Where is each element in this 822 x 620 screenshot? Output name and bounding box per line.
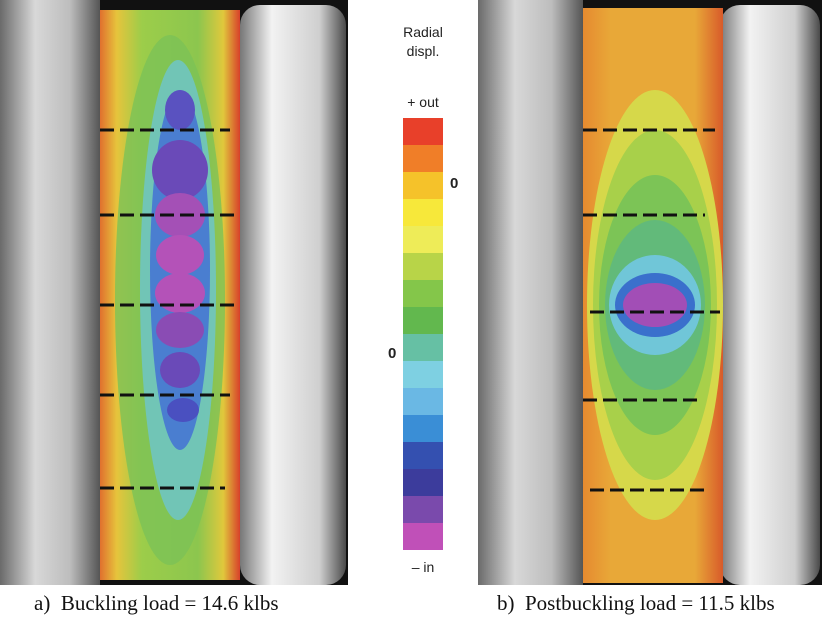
colorbar-shape [403, 388, 443, 415]
colorbar-shape [403, 118, 443, 145]
bottom-label: – in [412, 559, 435, 575]
photo-a-shape [165, 90, 195, 130]
colorbar-shape [403, 523, 443, 550]
photo-a-shape [167, 398, 199, 422]
photo-b-shape [478, 0, 583, 585]
photo-a-shape [156, 312, 204, 348]
colorbar-shape [403, 145, 443, 172]
colorbar-shape [403, 361, 443, 388]
photo-a-shape [155, 273, 205, 313]
photo-b-shape [623, 283, 687, 327]
photo-b [478, 0, 822, 585]
photo-a-shape [0, 0, 100, 585]
colorbar-shape [403, 442, 443, 469]
photo-a-shape [160, 352, 200, 388]
top-label: + out [407, 94, 439, 110]
colorbar-title: displ. [407, 43, 440, 59]
colorbar-shape [403, 415, 443, 442]
zero-label: 0 [388, 345, 396, 362]
colorbar-shape [403, 496, 443, 523]
colorbar-shape [403, 280, 443, 307]
photo-a-shape [152, 140, 208, 200]
colorbar-title: Radial [403, 24, 443, 40]
colorbar-shape [403, 226, 443, 253]
page: Radial displ. + out 0 0 – in a) Buckling… [0, 0, 822, 620]
figure: Radial displ. + out 0 0 – in a) Buckling… [0, 0, 822, 620]
colorbar-shape [403, 253, 443, 280]
zero-label: 0 [450, 175, 458, 192]
colorbar-shape [403, 307, 443, 334]
colorbar-shape [403, 469, 443, 496]
colorbar-shape [403, 199, 443, 226]
colorbar-shape [403, 334, 443, 361]
photo-b-shape [720, 5, 820, 585]
photo-a-shape [240, 5, 346, 585]
colorbar-shape [403, 172, 443, 199]
colorbar [403, 118, 443, 550]
caption: a) Buckling load = 14.6 klbs [34, 591, 279, 615]
photo-a-shape [156, 235, 204, 275]
caption: b) Postbuckling load = 11.5 klbs [497, 591, 775, 615]
photo-a [0, 0, 348, 585]
